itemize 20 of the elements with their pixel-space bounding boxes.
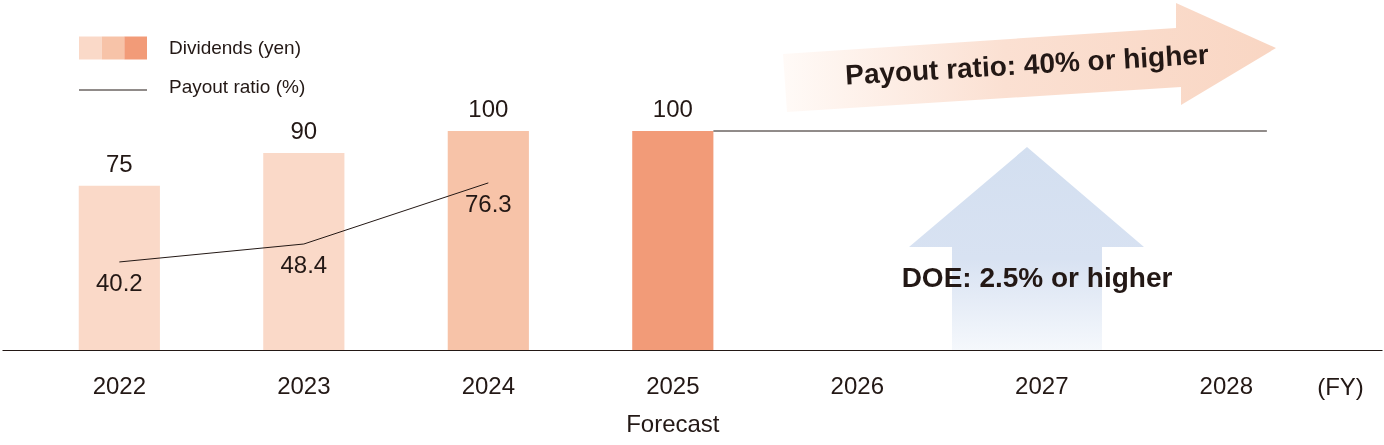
legend-label: Dividends (yen) (169, 37, 301, 58)
text: Forecast (626, 410, 720, 437)
data-label: 76.3 (464, 189, 512, 217)
text: Payout ratio: 40% or higher (844, 38, 1210, 91)
annotation: DOE: 2.5% or higher (901, 262, 1173, 293)
x-tick-label: 2024 (461, 371, 516, 399)
data-label: 75 (105, 149, 133, 177)
x-tick-label: 2028 (1199, 371, 1253, 399)
legend-label: Payout ratio (%) (169, 76, 306, 97)
x-tick-label: 2023 (277, 371, 331, 399)
data-label: 100 (652, 95, 693, 122)
x-tick-label: 2026 (830, 371, 884, 399)
data-label: 100 (468, 95, 509, 122)
x-tick-label: 2027 (1015, 371, 1069, 399)
data-label: 40.2 (95, 268, 143, 296)
data-label: 90 (290, 116, 318, 144)
x-tick-label: 2022 (92, 371, 147, 399)
x-axis-title: (FY) (1317, 372, 1364, 400)
x-tick-label: 2025 (646, 371, 700, 399)
data-label: 48.4 (280, 251, 328, 278)
